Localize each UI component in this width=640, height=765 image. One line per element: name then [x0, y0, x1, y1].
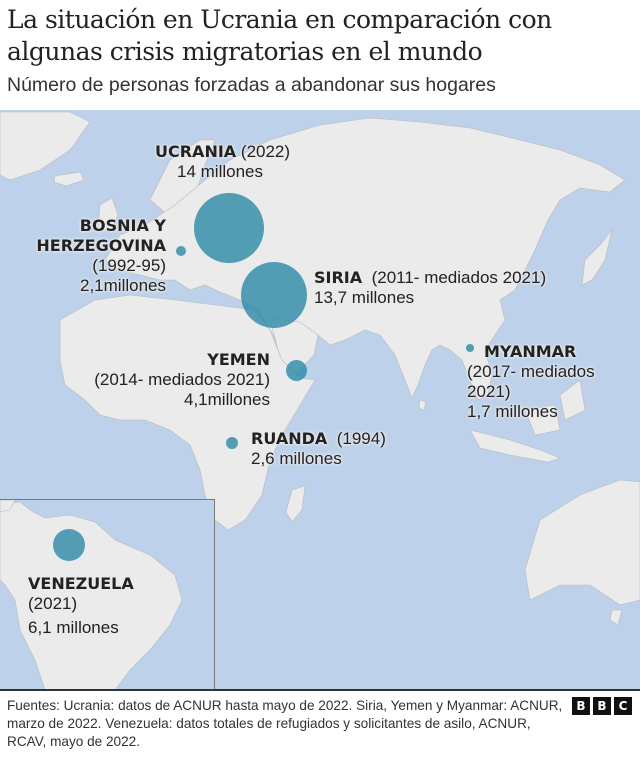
- land-shapes: [0, 111, 640, 626]
- label-venezuela-period: (2021): [28, 594, 78, 613]
- label-bosnia-period: (1992-95): [92, 256, 166, 275]
- bubble-ruanda[interactable]: [226, 437, 238, 449]
- label-bosnia-value: 2,1millones: [80, 276, 166, 295]
- label-myanmar-period-2: 2021): [467, 382, 511, 401]
- label-siria: SIRIA (2011- mediados 2021) 13,7 millone…: [314, 268, 546, 308]
- label-siria-period: (2011- mediados 2021): [371, 268, 547, 287]
- label-ucrania: UCRANIA (2022) 14 millones: [155, 142, 290, 182]
- label-bosnia-name-1: BOSNIA Y: [79, 216, 166, 235]
- bbc-logo-letter-1: B: [572, 697, 590, 715]
- bubble-venezuela[interactable]: [53, 529, 85, 561]
- chart-subtitle: Número de personas forzadas a abandonar …: [7, 74, 496, 96]
- sources-footnote: Fuentes: Ucrania: datos de ACNUR hasta m…: [7, 698, 563, 749]
- bbc-logo-letter-2: B: [593, 697, 611, 715]
- label-myanmar-value: 1,7 millones: [467, 402, 558, 421]
- label-ucrania-period: (2022): [240, 142, 291, 161]
- chart-title: La situación en Ucrania en comparación c…: [7, 5, 552, 66]
- label-ruanda-value: 2,6 millones: [251, 449, 342, 468]
- label-myanmar-period-1: (2017- mediados: [467, 362, 595, 381]
- label-myanmar: MYANMAR (2017- mediados 2021) 1,7 millon…: [467, 342, 595, 422]
- world-map: UCRANIA (2022) 14 millones BOSNIA Y HERZ…: [0, 110, 640, 691]
- label-ucrania-name: UCRANIA: [155, 142, 237, 161]
- bubble-bosnia[interactable]: [176, 246, 186, 256]
- bubble-yemen[interactable]: [286, 360, 307, 381]
- label-bosnia-name-2: HERZEGOVINA: [36, 236, 166, 255]
- bubble-myanmar[interactable]: [466, 344, 474, 352]
- label-bosnia: BOSNIA Y HERZEGOVINA (1992-95) 2,1millon…: [14, 216, 166, 296]
- bbc-logo: B B C: [572, 697, 632, 715]
- label-venezuela-name: VENEZUELA: [28, 574, 134, 593]
- label-myanmar-name: MYANMAR: [484, 342, 577, 361]
- bbc-logo-letter-3: C: [614, 697, 632, 715]
- bubble-siria[interactable]: [241, 262, 307, 328]
- label-ruanda-period: (1994): [336, 429, 386, 448]
- label-venezuela-value: 6,1 millones: [28, 618, 119, 637]
- label-yemen: YEMEN (2014- mediados 2021) 4,1millones: [50, 350, 270, 410]
- label-ruanda-name: RUANDA: [251, 429, 328, 448]
- label-venezuela: VENEZUELA (2021) 6,1 millones: [28, 574, 134, 642]
- inset-map-south-america: VENEZUELA (2021) 6,1 millones: [0, 499, 215, 689]
- label-ucrania-value: 14 millones: [177, 162, 263, 181]
- label-yemen-name: YEMEN: [207, 350, 270, 369]
- label-yemen-value: 4,1millones: [184, 390, 270, 409]
- label-siria-name: SIRIA: [314, 268, 363, 287]
- label-ruanda: RUANDA (1994) 2,6 millones: [251, 429, 386, 469]
- bubble-ucrania[interactable]: [194, 193, 264, 263]
- label-siria-value: 13,7 millones: [314, 288, 415, 307]
- inset-land-shapes: [0, 500, 183, 689]
- label-yemen-period: (2014- mediados 2021): [94, 370, 270, 389]
